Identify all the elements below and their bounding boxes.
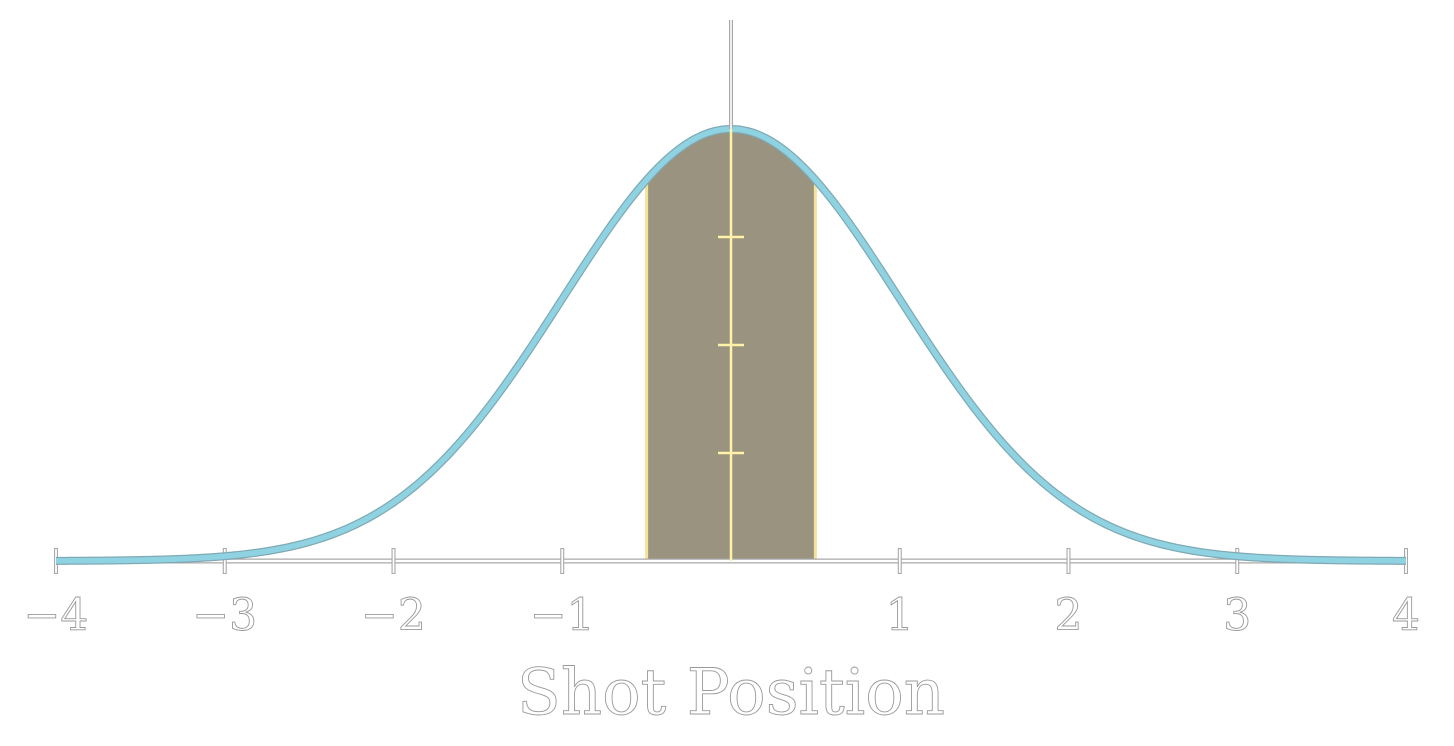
x-tick-label: −3 [192, 590, 257, 641]
x-tick-label: −4 [24, 590, 89, 641]
x-tick-label: 2 [1055, 590, 1083, 641]
x-tick-label: −1 [530, 590, 595, 641]
x-axis-title: Shot Position [517, 656, 945, 730]
x-tick-label: −2 [361, 590, 426, 641]
x-tick-label: 1 [886, 590, 914, 641]
tick-labels: −4 −3 −2 −1 1 2 3 4 [23, 590, 1420, 642]
x-tick-label: 3 [1223, 590, 1251, 641]
x-tick-label: 4 [1392, 590, 1420, 641]
center-line-group [718, 20, 744, 561]
